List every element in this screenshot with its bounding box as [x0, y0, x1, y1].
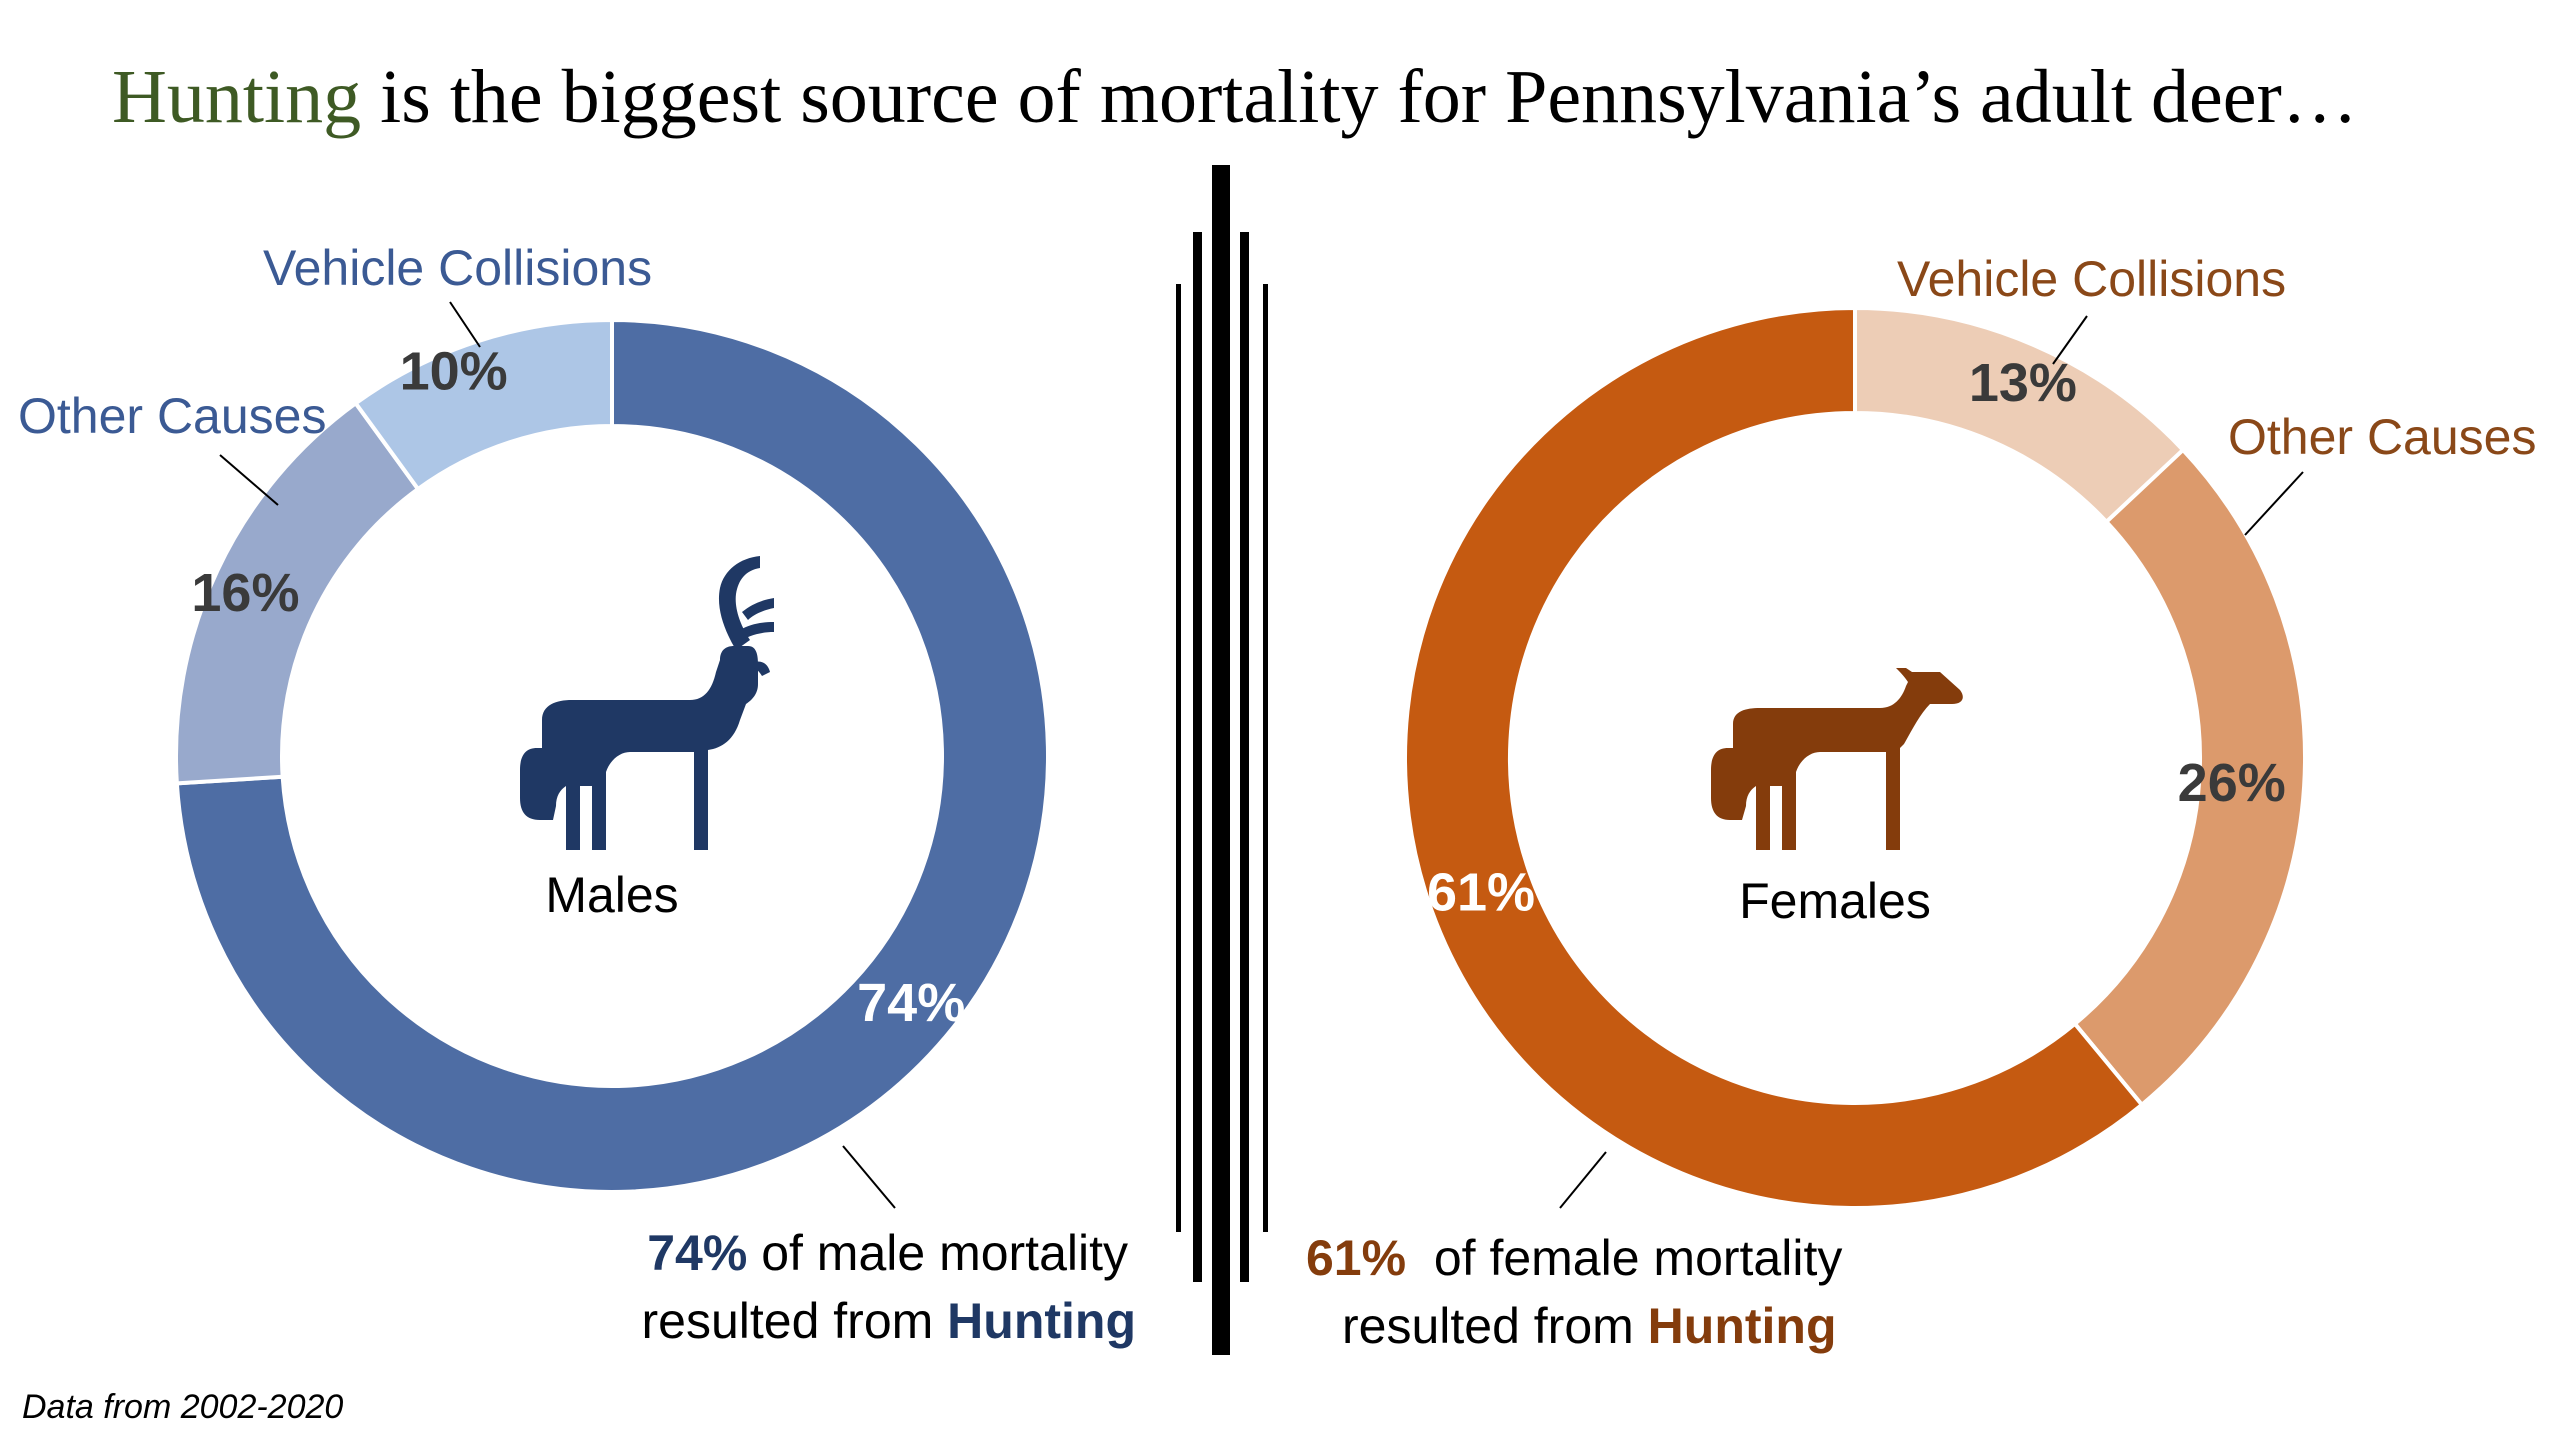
- center-divider: [1176, 165, 1268, 1355]
- slide-title: Hunting is the biggest source of mortali…: [112, 55, 2358, 139]
- female-caption-line1-rest: of female mortality: [1406, 1230, 1842, 1286]
- male-other-causes-callout: Other Causes: [18, 388, 326, 444]
- female-caption-line2-prefix: resulted from: [1342, 1298, 1648, 1354]
- male-caption-line1-rest: of male mortality: [747, 1225, 1128, 1281]
- title-rest: is the biggest source of mortality for P…: [361, 55, 2358, 139]
- female-other-causes-callout: Other Causes: [2228, 409, 2536, 465]
- female-caption-line1: 61% of female mortality: [1306, 1230, 1842, 1286]
- male-slices: 74% 16% 10%: [174, 317, 1050, 1194]
- female-caption-emphasis: Hunting: [1648, 1298, 1837, 1354]
- divider-bar-outer-right: [1263, 284, 1268, 1232]
- doe-icon: [1711, 668, 1963, 850]
- female-other-leader-line: [2244, 471, 2304, 536]
- divider-bar-inner-left: [1193, 232, 1202, 1282]
- female-hunting-leader-line: [1559, 1151, 1607, 1209]
- male-hunting-leader-line: [842, 1145, 896, 1209]
- female-slices: 13% 26% 61%: [1403, 305, 2307, 1210]
- male-slice-hunting: [174, 317, 1050, 1194]
- buck-icon: [520, 556, 774, 850]
- female-pct-label-hunting: 61%: [1427, 863, 1535, 923]
- male-caption-emphasis: Hunting: [947, 1293, 1136, 1349]
- data-source-footnote: Data from 2002-2020: [22, 1388, 343, 1426]
- male-pct-label-vehicle-collisions: 10%: [400, 342, 508, 402]
- male-pct-label-other-causes: 16%: [191, 563, 299, 623]
- male-caption-line2-prefix: resulted from: [642, 1293, 948, 1349]
- male-slice-vehicle-collisions: [352, 317, 614, 492]
- male-pct-label-hunting: 74%: [857, 973, 965, 1033]
- male-other-leader-line: [219, 454, 279, 506]
- female-donut-chart: 13% 26% 61% Females Vehicle Collisions Oth…: [1306, 251, 2536, 1354]
- divider-bar-inner-right: [1240, 232, 1249, 1282]
- divider-bar-main: [1212, 165, 1230, 1355]
- female-caption-line2: resulted from Hunting: [1342, 1298, 1837, 1354]
- male-donut-chart: 74% 16% 10% Males Vehicle Collisions Other…: [18, 240, 1136, 1349]
- title-accent: Hunting: [112, 55, 361, 139]
- male-vehicle-leader-line: [449, 301, 481, 348]
- female-vehicle-collisions-callout: Vehicle Collisions: [1897, 251, 2286, 307]
- male-caption-pct: 74%: [647, 1225, 747, 1281]
- female-slice-vehicle-collisions: [1853, 305, 2186, 525]
- male-caption-line2: resulted from Hunting: [642, 1293, 1137, 1349]
- female-slice-hunting: [1403, 305, 2145, 1210]
- female-pct-label-vehicle-collisions: 13%: [1969, 353, 2077, 413]
- male-center-label: Males: [545, 867, 678, 923]
- female-center-label: Females: [1739, 873, 1931, 929]
- female-slice-other-causes: [2072, 447, 2307, 1108]
- female-pct-label-other-causes: 26%: [2178, 753, 2286, 813]
- female-caption-pct: 61%: [1306, 1230, 1406, 1286]
- divider-bar-outer-left: [1176, 284, 1181, 1232]
- male-vehicle-collisions-callout: Vehicle Collisions: [263, 240, 652, 296]
- male-caption-line1: 74% of male mortality: [647, 1225, 1128, 1281]
- female-vehicle-leader-line: [2052, 315, 2088, 365]
